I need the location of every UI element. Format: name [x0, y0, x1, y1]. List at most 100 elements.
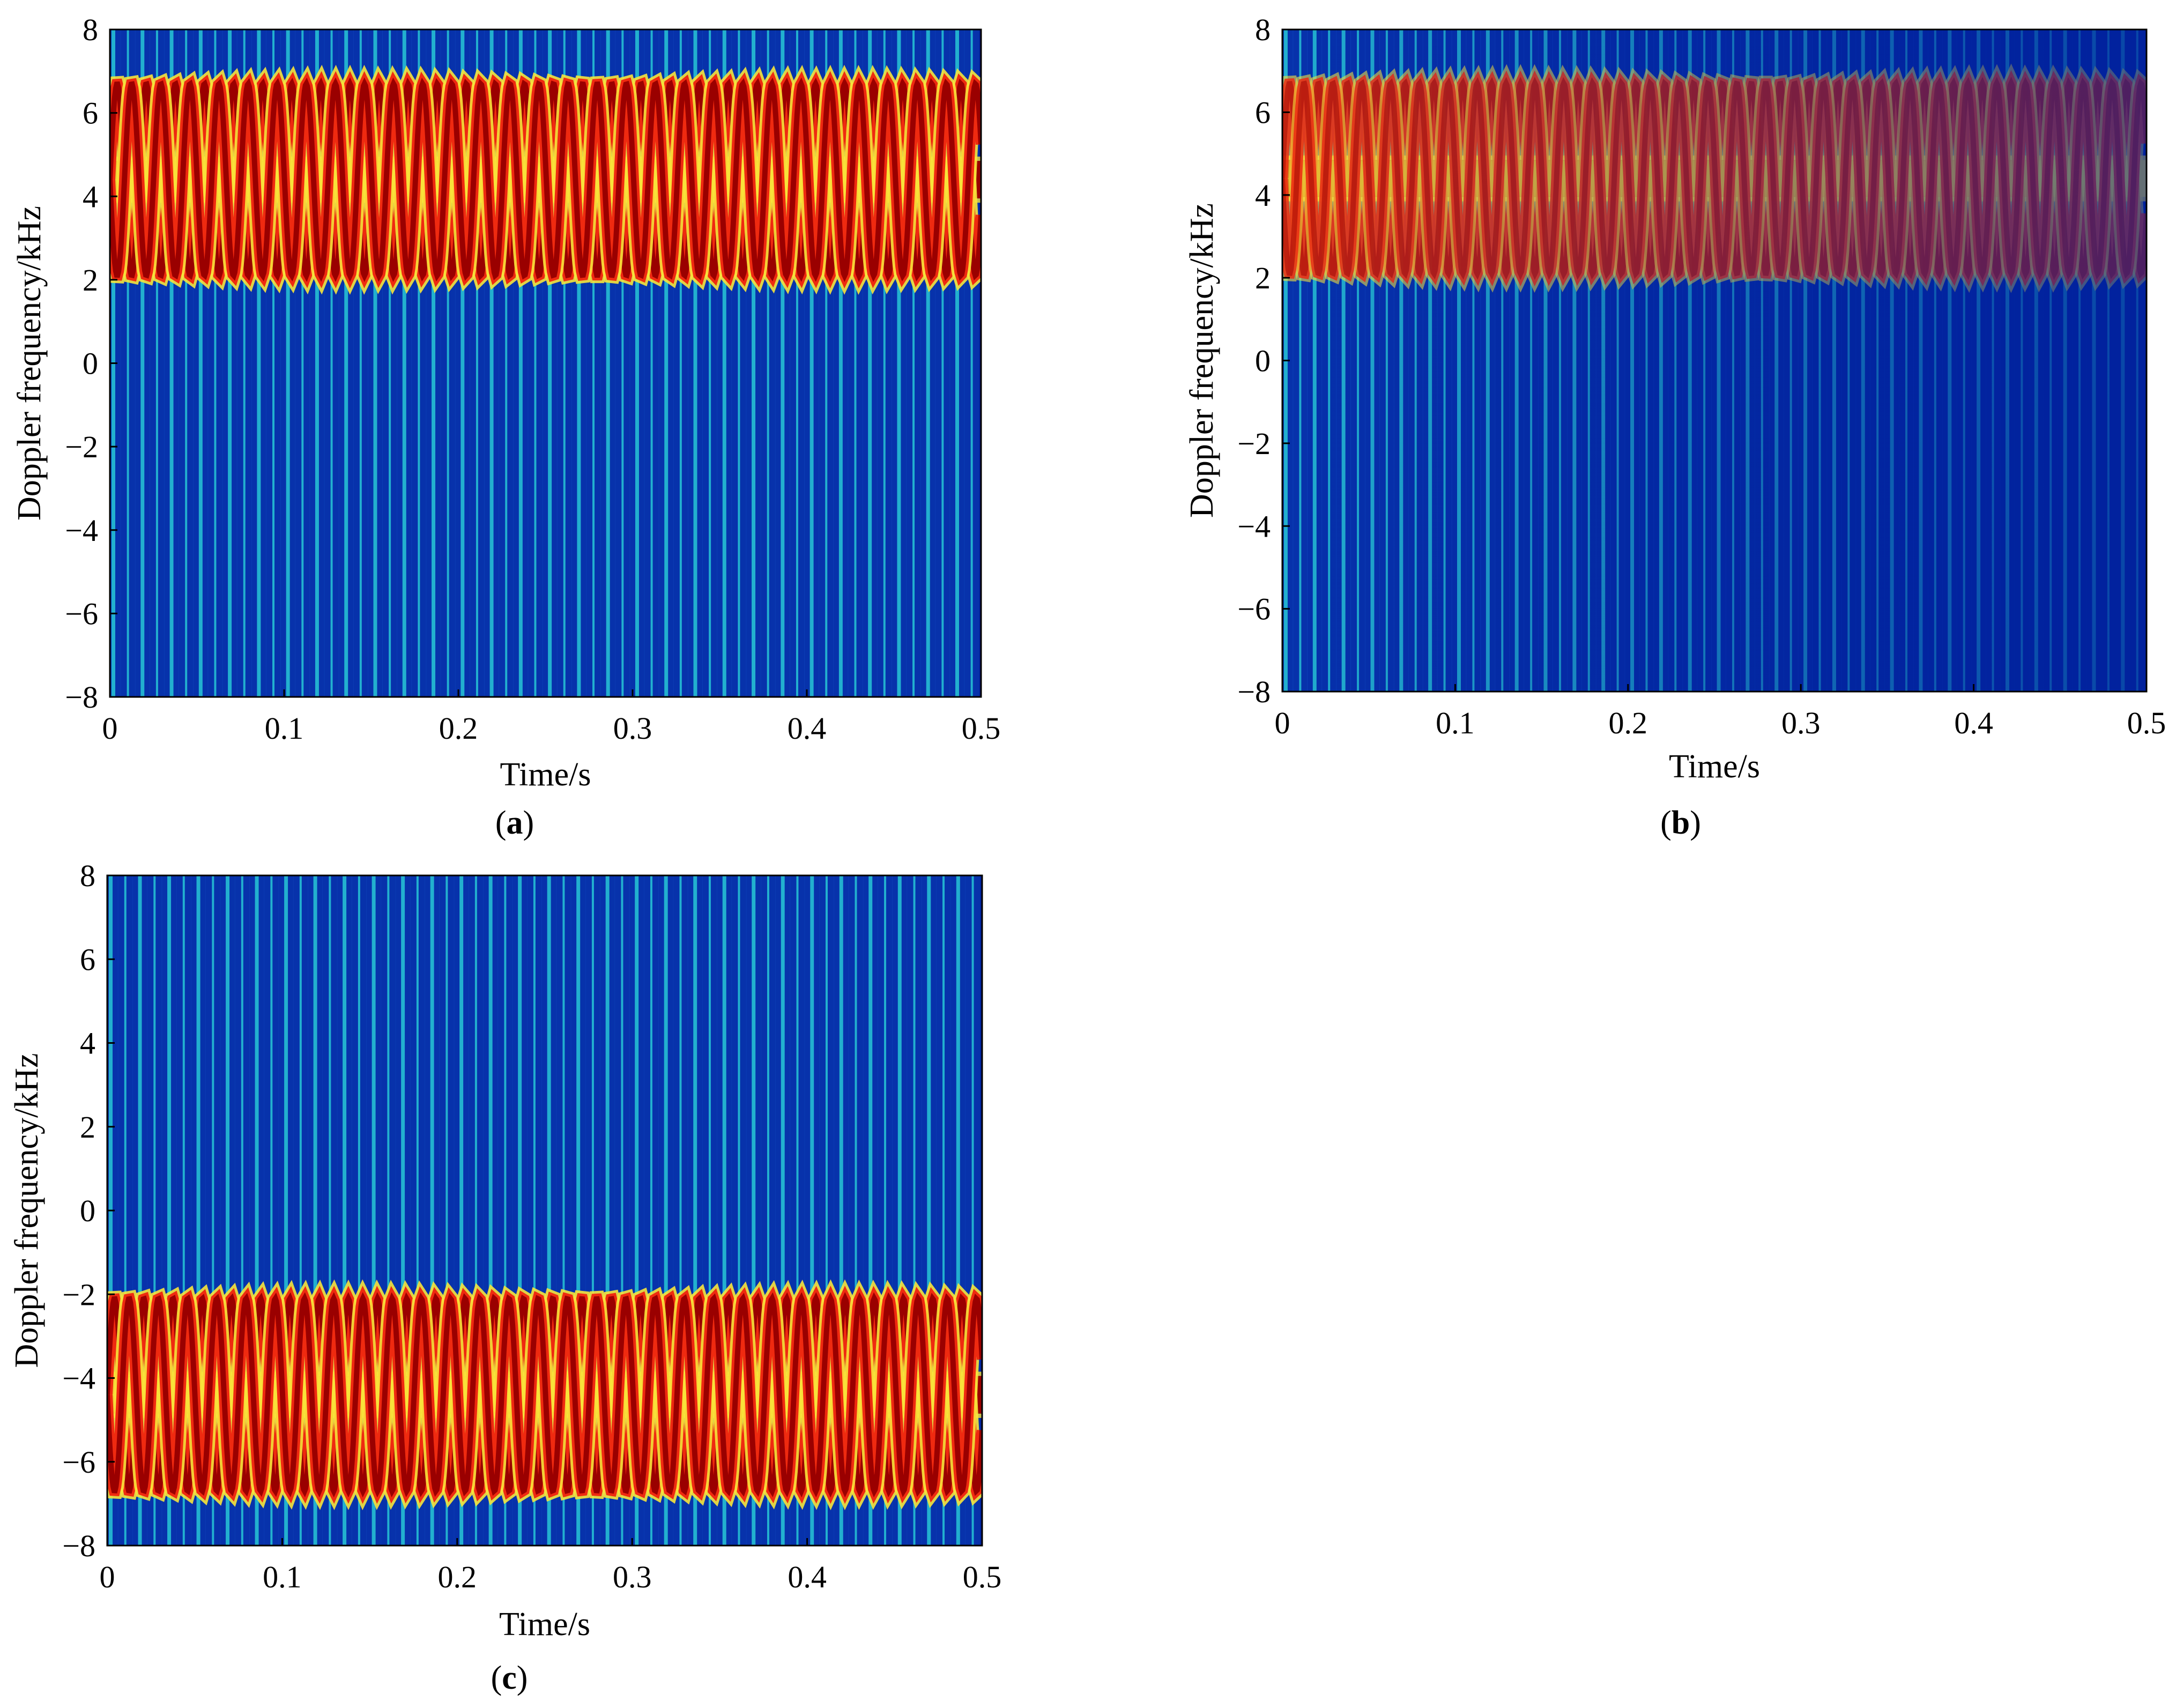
flash-line — [505, 29, 508, 697]
spectrogram-b — [1282, 29, 2147, 692]
flash-line — [971, 875, 974, 1546]
flash-line — [432, 29, 436, 697]
y-tick-label: 4 — [1255, 178, 1271, 213]
x-tick-label: 0.3 — [613, 711, 652, 746]
flash-line — [956, 875, 960, 1546]
y-axis-label: Doppler frequency/kHz — [1184, 203, 1220, 518]
flash-line — [738, 875, 740, 1546]
flash-line — [270, 875, 273, 1546]
flash-line — [272, 29, 275, 697]
flash-line — [664, 875, 668, 1546]
y-tick-label: −8 — [1237, 674, 1271, 709]
flash-line — [313, 875, 317, 1546]
flash-line — [970, 29, 973, 697]
flash-line — [810, 875, 814, 1546]
y-tick-label: −4 — [62, 1361, 95, 1396]
x-axis-label: Time/s — [500, 756, 591, 793]
flash-line — [635, 29, 639, 697]
flash-line — [489, 29, 494, 697]
flash-line — [518, 29, 523, 697]
flash-line — [606, 29, 610, 697]
y-tick-label: 8 — [83, 12, 98, 47]
flash-line — [373, 29, 377, 697]
decay-overlay — [1282, 29, 2147, 692]
flash-line — [912, 29, 915, 697]
flash-line — [387, 875, 390, 1546]
flash-line — [752, 875, 756, 1546]
flash-line — [301, 29, 304, 697]
flash-line — [767, 29, 769, 697]
flash-line — [372, 875, 376, 1546]
flash-line — [679, 29, 682, 697]
flash-line — [286, 29, 290, 697]
flash-line — [955, 29, 959, 697]
flash-line — [839, 875, 843, 1546]
flash-line — [214, 29, 217, 697]
flash-line — [897, 875, 902, 1546]
flash-line — [576, 875, 581, 1546]
flash-line — [708, 875, 711, 1546]
flash-line — [182, 875, 185, 1546]
flash-line — [883, 29, 886, 697]
flash-line — [504, 875, 507, 1546]
flash-line — [418, 29, 420, 697]
flash-line — [518, 875, 522, 1546]
flash-line — [868, 875, 873, 1546]
y-axis-label: Doppler frequency/kHz — [9, 1053, 45, 1368]
flash-line — [809, 29, 814, 697]
flash-line — [153, 875, 156, 1546]
y-tick-label: 0 — [80, 1193, 95, 1228]
flash-line — [781, 875, 785, 1546]
micro-doppler-trace-core — [110, 77, 981, 283]
x-tick-label: 0 — [1275, 706, 1290, 740]
flash-line — [243, 29, 246, 697]
flash-line — [941, 29, 944, 697]
flash-line — [228, 29, 232, 697]
flash-line — [592, 29, 595, 697]
flash-line — [329, 875, 331, 1546]
y-tick-label: −6 — [1237, 592, 1271, 627]
x-tick-label: 0.4 — [1954, 706, 1993, 740]
x-tick-label: 0.3 — [613, 1560, 652, 1594]
flash-line — [563, 29, 566, 697]
flash-line — [767, 875, 769, 1546]
flash-line — [155, 29, 158, 697]
flash-line — [474, 875, 477, 1546]
x-axis-label: Time/s — [1669, 748, 1760, 785]
flash-line — [488, 875, 493, 1546]
flash-line — [621, 875, 623, 1546]
x-tick-label: 0.3 — [1781, 706, 1821, 740]
flash-line — [330, 29, 333, 697]
flash-line — [461, 29, 465, 697]
panel-a: 0 0.1 0.2 0.3 0.4 0.5 8 6 4 2 0 −2 −4 −6 −8 Time/s Doppl… — [11, 12, 1000, 841]
y-tick-label: 0 — [1255, 344, 1271, 378]
x-axis-label: Time/s — [499, 1606, 590, 1643]
flash-line — [344, 29, 348, 697]
flash-line — [693, 875, 697, 1546]
y-tick-label: −4 — [1237, 509, 1271, 544]
flash-line — [562, 875, 565, 1546]
x-tick-label: 0 — [100, 1560, 115, 1594]
y-tick-label: 2 — [80, 1110, 95, 1145]
flash-line — [226, 875, 230, 1546]
y-tick-label: −8 — [62, 1528, 95, 1563]
flash-line — [926, 29, 930, 697]
flash-line — [430, 875, 434, 1546]
flash-line — [547, 875, 551, 1546]
flash-line — [257, 29, 261, 697]
flash-line — [124, 875, 127, 1546]
flash-line — [476, 29, 478, 697]
flash-line — [198, 29, 203, 697]
flash-line — [416, 875, 419, 1546]
x-tick-label: 0.2 — [1609, 706, 1648, 740]
y-tick-label: 6 — [83, 96, 98, 131]
y-tick-label: 2 — [1255, 261, 1271, 295]
y-tick-label: 2 — [83, 263, 98, 298]
panel-c: 0 0.1 0.2 0.3 0.4 0.5 8 6 4 2 0 −2 −4 −6 −8 Time/s Doppl… — [9, 858, 1001, 1696]
y-tick-label: 0 — [83, 346, 98, 381]
flash-line — [855, 875, 857, 1546]
flash-line — [315, 29, 319, 697]
flash-line — [722, 29, 726, 697]
flash-line — [709, 29, 711, 697]
flash-line — [868, 29, 872, 697]
